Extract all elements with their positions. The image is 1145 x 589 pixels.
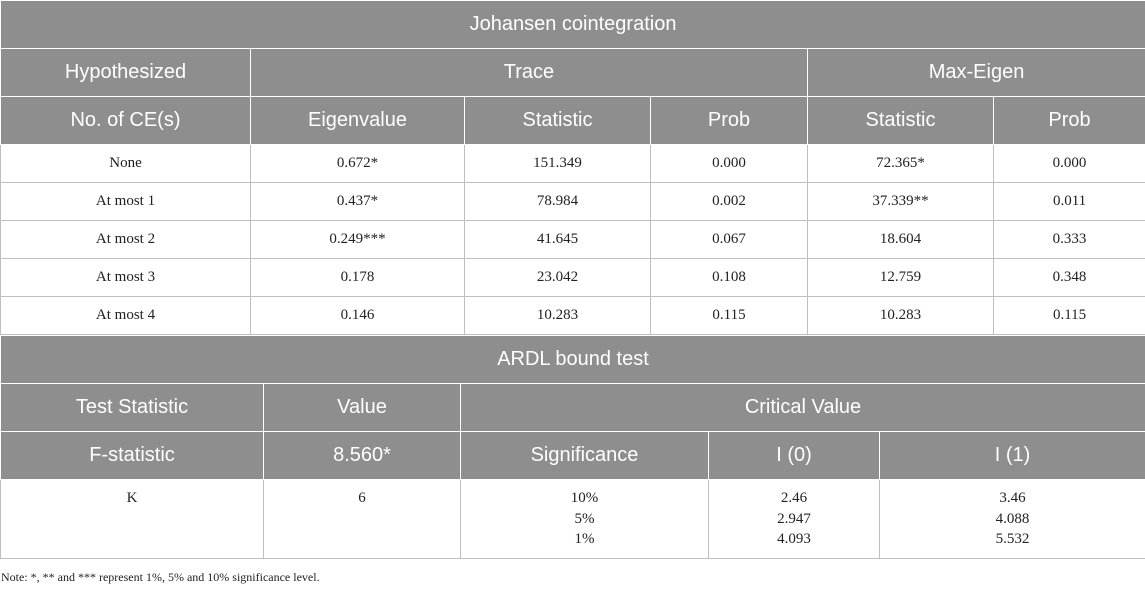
eigenvalue-cell: 0.146 <box>250 296 465 335</box>
max-prob-header: Prob <box>992 96 1145 145</box>
i1-value: 5.532 <box>995 531 1030 547</box>
k-value: 6 <box>358 490 366 506</box>
critical-value-header: Critical Value <box>460 383 1145 432</box>
no-ce-header: No. of CE(s) <box>0 96 251 145</box>
max-statistic-header: Statistic <box>807 96 994 145</box>
f-statistic-header: F-statistic <box>0 431 264 480</box>
max-stat-cell: 10.283 <box>807 296 994 335</box>
trace-header: Trace <box>250 48 808 97</box>
i0-cell: 2.46 2.947 4.093 <box>708 479 880 559</box>
ce-cell: At most 3 <box>0 258 251 297</box>
max-stat-cell: 72.365* <box>807 144 994 183</box>
trace-prob-cell: 0.115 <box>650 296 808 335</box>
eigenvalue-header: Eigenvalue <box>250 96 465 145</box>
i1-value: 3.46 <box>999 490 1026 506</box>
max-eigen-header: Max-Eigen <box>806 48 1145 97</box>
value-header: Value <box>263 383 461 432</box>
max-stat-cell: 18.604 <box>807 220 994 259</box>
eigenvalue-cell: 0.672* <box>250 144 465 183</box>
trace-stat-cell: 151.349 <box>464 144 651 183</box>
table-row: K 6 10% 5% 1% 2.46 2.947 4.093 3.46 4.08… <box>0 479 1145 559</box>
trace-prob-header: Prob <box>650 96 808 145</box>
max-prob-cell: 0.348 <box>992 258 1145 297</box>
ce-cell: At most 4 <box>0 296 251 335</box>
f-value-header: 8.560* <box>263 431 461 480</box>
trace-stat-cell: 10.283 <box>464 296 651 335</box>
table-row: At most 1 0.437* 78.984 0.002 37.339** 0… <box>0 182 1145 221</box>
trace-prob-cell: 0.002 <box>650 182 808 221</box>
table-row: None 0.672* 151.349 0.000 72.365* 0.000 <box>0 144 1145 183</box>
trace-prob-cell: 0.108 <box>650 258 808 297</box>
max-stat-cell: 12.759 <box>807 258 994 297</box>
eigenvalue-cell: 0.178 <box>250 258 465 297</box>
trace-stat-cell: 23.042 <box>464 258 651 297</box>
i0-header: I (0) <box>708 431 880 480</box>
table-row: At most 4 0.146 10.283 0.115 10.283 0.11… <box>0 296 1145 335</box>
significance-header: Significance <box>460 431 709 480</box>
k-label-cell: K <box>0 479 264 559</box>
k-label: K <box>126 490 138 506</box>
max-stat-cell: 37.339** <box>807 182 994 221</box>
ardl-table: ARDL bound test Test Statistic Value Cri… <box>0 335 1145 559</box>
table-row: At most 2 0.249*** 41.645 0.067 18.604 0… <box>0 220 1145 259</box>
hypothesized-header: Hypothesized <box>0 48 251 97</box>
i0-value: 2.947 <box>777 510 811 527</box>
significance-value: 1% <box>574 531 595 547</box>
trace-prob-cell: 0.067 <box>650 220 808 259</box>
eigenvalue-cell: 0.249*** <box>250 220 465 259</box>
ce-cell: At most 2 <box>0 220 251 259</box>
table-note: Note: *, ** and *** represent 1%, 5% and… <box>1 570 320 584</box>
max-prob-cell: 0.333 <box>992 220 1145 259</box>
significance-cell: 10% 5% 1% <box>460 479 709 559</box>
test-statistic-header: Test Statistic <box>0 383 264 432</box>
ce-cell: None <box>0 144 251 183</box>
max-prob-cell: 0.011 <box>992 182 1145 221</box>
trace-prob-cell: 0.000 <box>650 144 808 183</box>
trace-statistic-header: Statistic <box>464 96 651 145</box>
i0-value: 4.093 <box>777 531 811 547</box>
table-row: At most 3 0.178 23.042 0.108 12.759 0.34… <box>0 258 1145 297</box>
i0-value: 2.46 <box>780 490 808 506</box>
i1-header: I (1) <box>879 431 1145 480</box>
eigenvalue-cell: 0.437* <box>250 182 465 221</box>
johansen-table: Johansen cointegration Hypothesized Trac… <box>0 0 1145 335</box>
max-prob-cell: 0.000 <box>992 144 1145 183</box>
k-value-cell: 6 <box>263 479 461 559</box>
significance-value: 10% <box>570 490 599 506</box>
i1-cell: 3.46 4.088 5.532 <box>879 479 1145 559</box>
max-prob-cell: 0.115 <box>992 296 1145 335</box>
ardl-title: ARDL bound test <box>0 335 1145 384</box>
trace-stat-cell: 78.984 <box>464 182 651 221</box>
i1-value: 4.088 <box>995 510 1030 527</box>
significance-value: 5% <box>574 510 595 527</box>
ce-cell: At most 1 <box>0 182 251 221</box>
trace-stat-cell: 41.645 <box>464 220 651 259</box>
johansen-title: Johansen cointegration <box>0 0 1145 49</box>
